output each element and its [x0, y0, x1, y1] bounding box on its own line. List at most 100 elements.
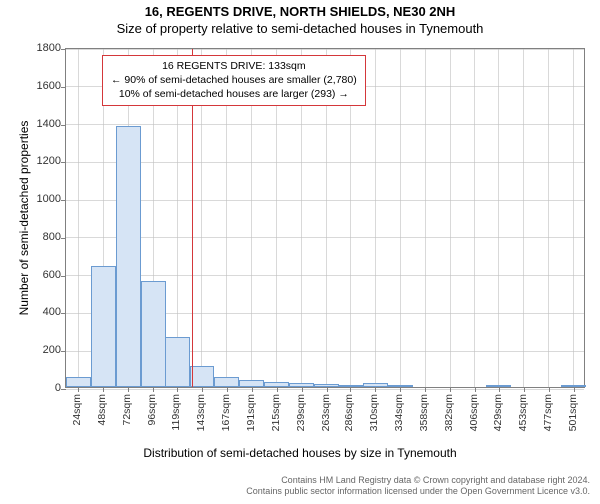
- gridline-h: [66, 237, 584, 238]
- histogram-bar: [338, 385, 363, 387]
- y-tick-label: 1600: [21, 80, 61, 92]
- plot-area: 16 REGENTS DRIVE: 133sqm← 90% of semi-de…: [65, 48, 585, 388]
- gridline-h: [66, 200, 584, 201]
- chart-container: 16, REGENTS DRIVE, NORTH SHIELDS, NE30 2…: [0, 4, 600, 504]
- gridline-h: [66, 389, 584, 390]
- y-tick-mark: [61, 389, 66, 390]
- histogram-bar: [486, 385, 511, 387]
- histogram-bar: [116, 126, 141, 387]
- histogram-bar: [561, 385, 586, 387]
- x-tick-label: 382sqm: [443, 394, 455, 431]
- chart-subtitle: Size of property relative to semi-detach…: [0, 21, 600, 36]
- x-tick-mark: [549, 387, 550, 392]
- x-tick-label: 143sqm: [195, 394, 207, 431]
- x-tick-label: 215sqm: [270, 394, 282, 431]
- x-tick-label: 239sqm: [295, 394, 307, 431]
- x-tick-mark: [252, 387, 253, 392]
- y-tick-mark: [61, 276, 66, 277]
- x-tick-mark: [277, 387, 278, 392]
- x-tick-mark: [425, 387, 426, 392]
- x-tick-mark: [78, 387, 79, 392]
- y-tick-label: 0: [21, 382, 61, 394]
- histogram-bar: [165, 337, 190, 387]
- x-tick-label: 477sqm: [542, 394, 554, 431]
- x-tick-mark: [177, 387, 178, 392]
- x-tick-mark: [375, 387, 376, 392]
- gridline-v: [573, 49, 574, 387]
- x-tick-label: 191sqm: [245, 394, 257, 431]
- x-tick-label: 429sqm: [492, 394, 504, 431]
- histogram-bar: [190, 366, 215, 387]
- x-axis-label: Distribution of semi-detached houses by …: [0, 446, 600, 460]
- histogram-bar: [363, 383, 388, 387]
- x-tick-mark: [475, 387, 476, 392]
- x-tick-mark: [153, 387, 154, 392]
- histogram-bar: [66, 377, 91, 387]
- histogram-bar: [141, 281, 166, 387]
- y-tick-label: 200: [21, 344, 61, 356]
- gridline-h: [66, 162, 584, 163]
- x-tick-label: 167sqm: [220, 394, 232, 431]
- y-tick-label: 1200: [21, 155, 61, 167]
- histogram-bar: [239, 380, 264, 387]
- x-tick-label: 310sqm: [368, 394, 380, 431]
- histogram-bar: [388, 385, 413, 387]
- gridline-v: [400, 49, 401, 387]
- gridline-v: [425, 49, 426, 387]
- annotation-line1: 16 REGENTS DRIVE: 133sqm: [111, 59, 357, 73]
- gridline-v: [375, 49, 376, 387]
- gridline-h: [66, 49, 584, 50]
- x-tick-mark: [227, 387, 228, 392]
- y-tick-mark: [61, 87, 66, 88]
- x-tick-mark: [574, 387, 575, 392]
- footer-attribution: Contains HM Land Registry data © Crown c…: [246, 475, 590, 498]
- y-tick-label: 800: [21, 231, 61, 243]
- x-tick-label: 358sqm: [418, 394, 430, 431]
- y-tick-mark: [61, 200, 66, 201]
- x-tick-mark: [524, 387, 525, 392]
- y-tick-label: 400: [21, 306, 61, 318]
- histogram-bar: [214, 377, 239, 387]
- histogram-bar: [91, 266, 116, 387]
- gridline-h: [66, 124, 584, 125]
- annotation-line3: 10% of semi-detached houses are larger (…: [111, 87, 357, 101]
- y-tick-mark: [61, 125, 66, 126]
- x-tick-mark: [499, 387, 500, 392]
- gridline-v: [78, 49, 79, 387]
- x-tick-mark: [103, 387, 104, 392]
- annotation-box: 16 REGENTS DRIVE: 133sqm← 90% of semi-de…: [102, 55, 366, 106]
- annotation-line2: ← 90% of semi-detached houses are smalle…: [111, 73, 357, 87]
- x-tick-mark: [202, 387, 203, 392]
- x-tick-label: 72sqm: [121, 394, 133, 426]
- x-tick-mark: [128, 387, 129, 392]
- x-tick-mark: [302, 387, 303, 392]
- x-tick-label: 286sqm: [343, 394, 355, 431]
- x-tick-label: 96sqm: [146, 394, 158, 426]
- x-tick-mark: [327, 387, 328, 392]
- x-tick-mark: [350, 387, 351, 392]
- x-tick-label: 406sqm: [468, 394, 480, 431]
- y-tick-label: 1000: [21, 193, 61, 205]
- gridline-v: [498, 49, 499, 387]
- x-tick-label: 263sqm: [320, 394, 332, 431]
- x-tick-mark: [450, 387, 451, 392]
- x-tick-label: 48sqm: [96, 394, 108, 426]
- chart-title-address: 16, REGENTS DRIVE, NORTH SHIELDS, NE30 2…: [0, 4, 600, 19]
- x-tick-label: 334sqm: [393, 394, 405, 431]
- histogram-bar: [314, 384, 339, 387]
- footer-line1: Contains HM Land Registry data © Crown c…: [246, 475, 590, 487]
- y-tick-mark: [61, 313, 66, 314]
- x-tick-label: 24sqm: [71, 394, 83, 426]
- x-tick-label: 453sqm: [517, 394, 529, 431]
- histogram-bar: [289, 383, 314, 387]
- y-tick-label: 1400: [21, 118, 61, 130]
- gridline-h: [66, 275, 584, 276]
- y-tick-label: 600: [21, 269, 61, 281]
- y-axis-label: Number of semi-detached properties: [17, 98, 31, 338]
- histogram-bar: [264, 382, 289, 387]
- x-tick-label: 119sqm: [170, 394, 182, 431]
- gridline-v: [450, 49, 451, 387]
- y-tick-mark: [61, 238, 66, 239]
- y-tick-label: 1800: [21, 42, 61, 54]
- gridline-v: [474, 49, 475, 387]
